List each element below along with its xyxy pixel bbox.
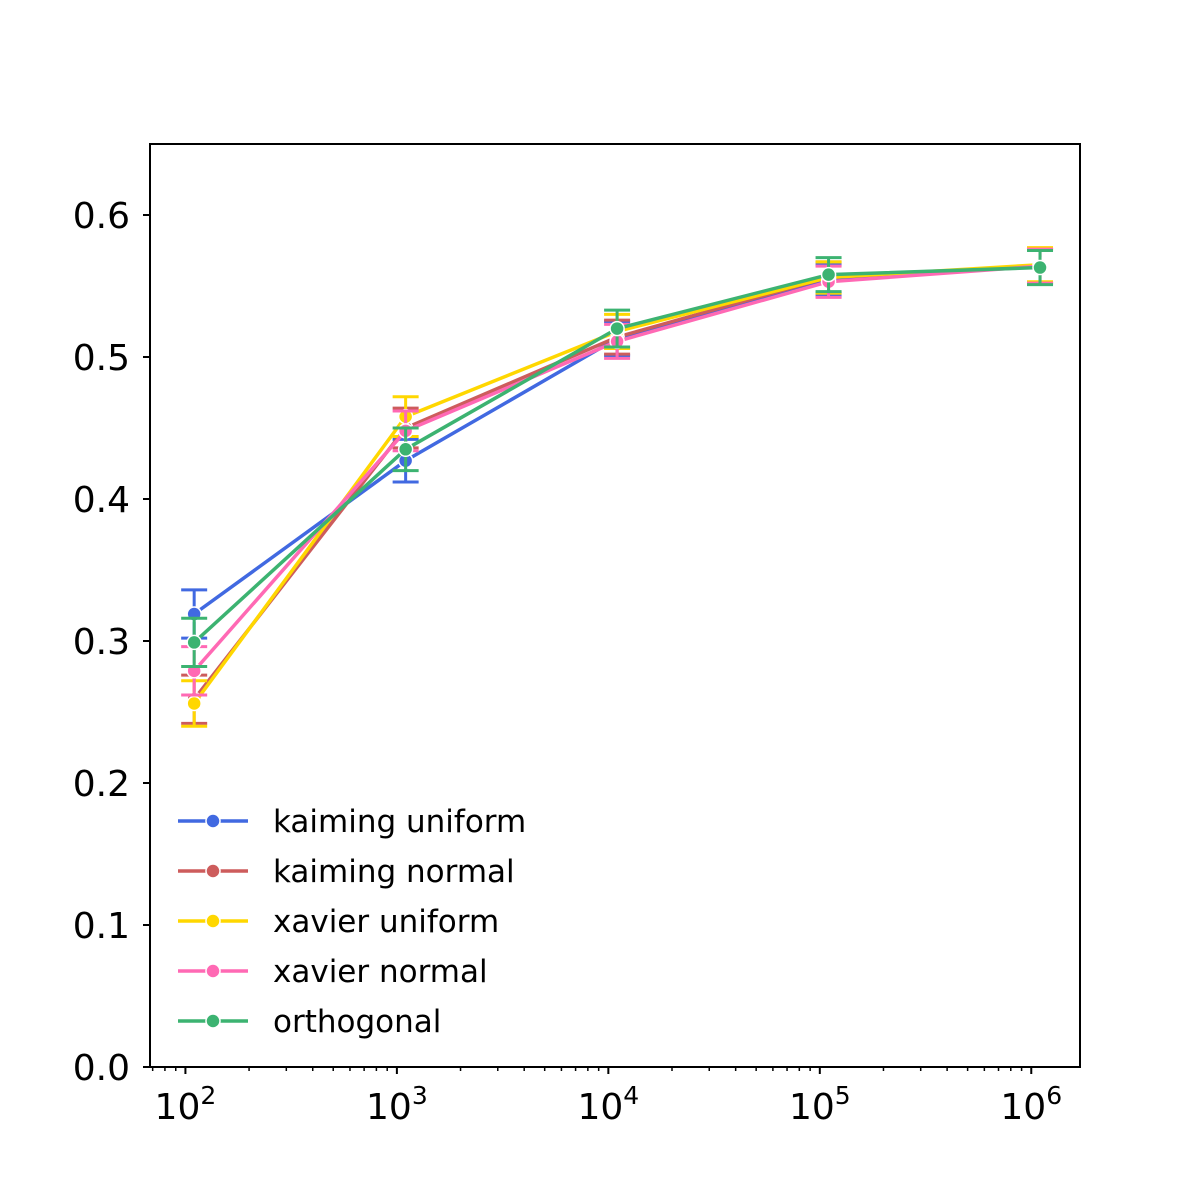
legend-swatch-marker: [205, 963, 221, 979]
x-tick-base: 10: [789, 1087, 835, 1128]
legend-swatch-marker: [205, 813, 221, 829]
x-tick-base: 10: [155, 1087, 201, 1128]
y-tick-label: 0.0: [73, 1048, 130, 1089]
data-point: [186, 695, 202, 712]
x-tick-exponent: 4: [623, 1081, 639, 1110]
y-tick-label: 0.5: [73, 338, 130, 379]
x-tick-exponent: 6: [1046, 1081, 1062, 1110]
legend: kaiming uniform kaiming normal xavier unif…: [178, 804, 526, 1040]
x-tick-label: 105: [789, 1081, 851, 1128]
legend-label: kaiming normal: [273, 854, 515, 890]
x-tick-base: 10: [366, 1087, 412, 1128]
x-tick-base: 10: [1000, 1087, 1046, 1128]
series-group: [181, 249, 1054, 669]
data-point: [820, 266, 837, 283]
y-tick-label: 0.6: [73, 196, 130, 237]
x-tick-label: 102: [155, 1081, 217, 1128]
legend-label: xavier normal: [273, 954, 488, 990]
x-tick-label: 104: [577, 1081, 639, 1128]
legend-swatch-marker: [205, 863, 221, 879]
legend-label: xavier uniform: [273, 904, 499, 940]
legend-swatch-marker: [205, 1013, 221, 1029]
data-point: [609, 320, 625, 337]
y-tick-label: 0.4: [73, 480, 130, 521]
legend-label: kaiming uniform: [273, 804, 526, 840]
data-point: [1032, 259, 1048, 276]
legend-swatch-marker: [205, 913, 221, 929]
x-tick-exponent: 3: [412, 1081, 428, 1110]
data-point: [397, 441, 414, 458]
data-point: [186, 634, 202, 651]
plot-marks: [181, 246, 1054, 728]
y-tick-label: 0.3: [73, 622, 130, 663]
plot-frame: [149, 143, 1081, 1068]
y-tick-label: 0.2: [73, 764, 130, 805]
x-tick-label: 106: [1000, 1081, 1062, 1128]
x-tick-label: 103: [366, 1081, 428, 1128]
x-tick-base: 10: [577, 1087, 623, 1128]
x-tick-exponent: 2: [200, 1081, 216, 1110]
legend-label: orthogonal: [273, 1004, 441, 1040]
y-tick-label: 0.1: [73, 906, 130, 947]
x-tick-exponent: 5: [835, 1081, 851, 1110]
